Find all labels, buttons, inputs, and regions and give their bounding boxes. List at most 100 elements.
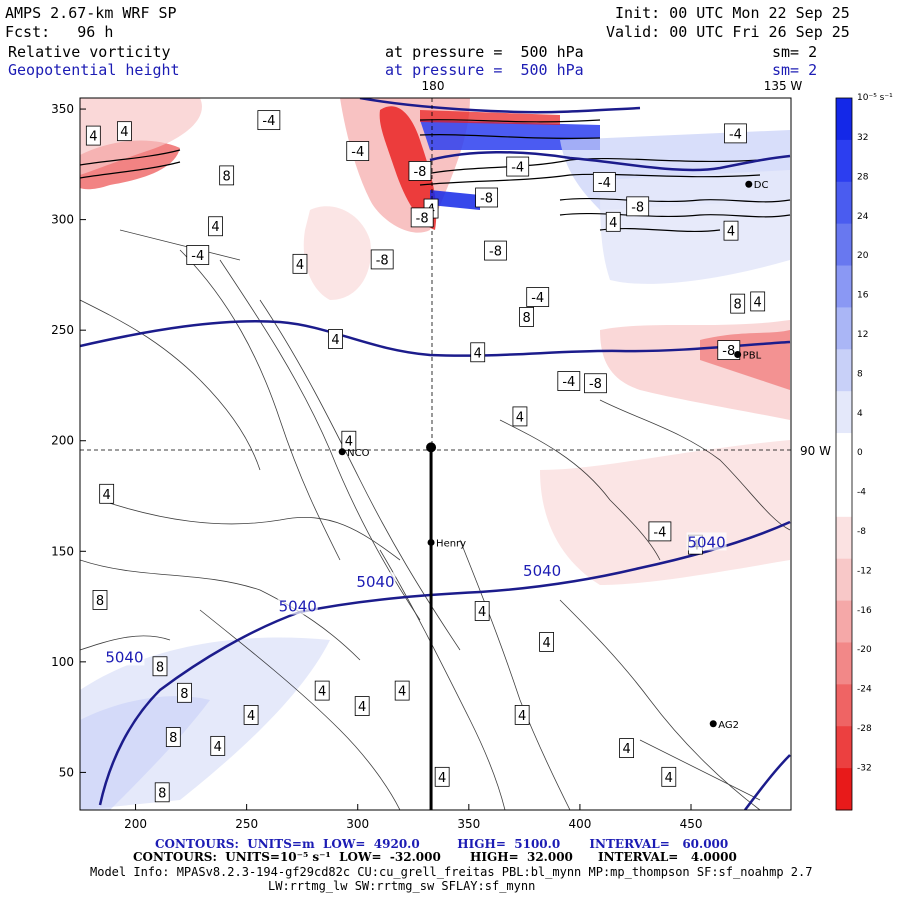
colorbar-swatch [836, 98, 852, 141]
x-tick-label: 400 [568, 817, 591, 831]
colorbar-tick-label: 0 [857, 448, 863, 458]
valid-time: Valid: 00 UTC Fri 26 Sep 25 [606, 23, 850, 41]
station-marker [745, 180, 753, 188]
lon-label-180: 180 [422, 79, 445, 93]
x-axis: 200 250 300 350 400 450 [124, 804, 702, 831]
lon-label-135w: 135 W [764, 79, 803, 93]
vort-contour-label: 4 [516, 410, 524, 425]
field2-name: Geopotential height [8, 61, 180, 79]
y-axis: 350 300 250 200 150 100 50 [51, 102, 86, 779]
vort-contour-label: -8 [489, 245, 502, 260]
field1-name: Relative vorticity [8, 43, 171, 61]
vort-contour-label: 4 [727, 225, 735, 240]
vort-contour-label: 8 [96, 594, 104, 609]
vort-contour-label: -4 [531, 291, 544, 306]
vort-shade [80, 98, 202, 175]
height-label-bg [277, 596, 318, 615]
vort-label-box [243, 705, 259, 725]
vort-contour-label: -8 [722, 344, 735, 359]
vort-contour-label: 4 [609, 216, 617, 231]
x-tick-label: 200 [124, 817, 147, 831]
vort-contour-label: -4 [598, 176, 611, 191]
vort-label-box [177, 682, 192, 703]
vort-contour-label: 8 [158, 786, 166, 801]
colorbar-tick-label: -4 [857, 488, 866, 498]
height-contour-line [429, 151, 791, 172]
vort-label-box [370, 249, 394, 270]
colorbar-tick-label: 28 [857, 172, 869, 182]
vort-contour-label: 4 [211, 220, 219, 235]
station-marker [734, 350, 742, 358]
colorbar-swatch [836, 433, 852, 476]
vort-label-layer: 44-484-44-4-84-8-8-8-4-8-4-848-4-4448-8-… [85, 110, 766, 803]
vort-label-box [519, 307, 534, 327]
vort-label-box [314, 680, 330, 701]
vort-contour-label: 4 [318, 685, 326, 700]
vort-contours [80, 229, 791, 810]
forecast-hour: Fcst: 96 h [5, 23, 114, 41]
colorbar-swatch [836, 684, 852, 727]
colorbar-swatch [836, 139, 852, 183]
station-name: NCO [347, 448, 369, 459]
colorbar-tick-label: 20 [857, 251, 869, 261]
vort-contour-label: -4 [511, 161, 524, 176]
vort-label-box [484, 240, 507, 261]
colorbar-tick-label: 12 [857, 330, 868, 340]
y-tick-label: 50 [59, 765, 74, 779]
vort-label-box [475, 187, 499, 208]
vort-label-box [354, 696, 370, 716]
vort-label-box [557, 371, 581, 391]
init-time: Init: 00 UTC Mon 22 Sep 25 [615, 4, 850, 22]
colorbar-tick-label: -32 [857, 763, 872, 773]
vort-label-box [92, 590, 108, 610]
station-marker [709, 720, 717, 728]
vort-label-box [208, 216, 223, 237]
station-name: Henry [436, 538, 466, 549]
height-label-bg [686, 532, 727, 551]
vort-contour-label: 4 [331, 333, 339, 348]
vort-label-box [648, 521, 672, 542]
vort-shade [379, 106, 437, 230]
vort-label-box [619, 738, 634, 758]
vort-shade [420, 120, 600, 150]
colorbar-tick-label: -28 [857, 724, 872, 734]
height-contour-label: 5040 [105, 648, 143, 666]
colorbar-swatch [836, 726, 852, 769]
plot-area: 44-484-44-4-84-8-8-8-4-8-4-848-4-4448-8-… [80, 98, 791, 810]
lon-label-90w: 90 W [800, 444, 831, 458]
cross-section-line [426, 442, 437, 810]
height-label-bg [104, 647, 145, 666]
vort-contour-label: -4 [562, 375, 575, 390]
vort-label-box [592, 172, 616, 192]
vorticity-contour-info: CONTOURS: UNITS=10⁻⁵ s⁻¹ LOW= -32.000 HI… [133, 850, 737, 864]
cross-section-start [426, 442, 437, 453]
colorbar-swatch [836, 307, 852, 350]
vort-shade [303, 206, 371, 300]
vort-contour-label: -8 [589, 377, 602, 392]
vort-label-box [292, 253, 308, 274]
vort-label-box [154, 782, 170, 803]
colorbar-tick-label: 16 [857, 291, 869, 301]
vort-contour-label: 8 [522, 311, 530, 326]
vort-contour-label: 8 [180, 687, 188, 702]
vort-label-box [328, 329, 343, 349]
vort-label-box [526, 287, 550, 307]
vort-contour-label: -8 [480, 192, 493, 207]
height-contour-line [744, 754, 791, 810]
vort-contour-label: 8 [169, 731, 177, 746]
vort-label-box [626, 196, 650, 217]
vort-label-box [210, 735, 226, 756]
vort-contour-label: -8 [631, 200, 644, 215]
vort-contour-label: 4 [89, 130, 97, 145]
station-name: DC [754, 180, 769, 191]
station-marker [338, 448, 346, 456]
colorbar-tick-label: 32 [857, 133, 868, 143]
colorbar-swatch [836, 516, 852, 560]
vort-contour-label: -4 [729, 127, 742, 142]
vort-contour-label: 4 [214, 740, 222, 755]
colorbar-swatch [836, 223, 852, 267]
vort-contour-label: -4 [653, 525, 666, 540]
height-contour-info: CONTOURS: UNITS=m LOW= 4920.0 HIGH= 5100… [155, 837, 729, 851]
x-tick-label: 250 [235, 817, 258, 831]
vort-contour-label: 4 [518, 709, 526, 724]
